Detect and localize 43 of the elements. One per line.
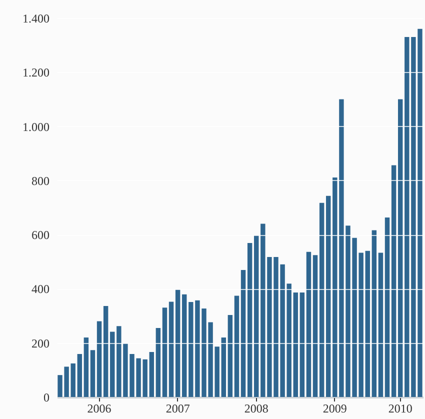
y-tick-label: 0 (44, 390, 50, 404)
bar (156, 328, 161, 397)
bar (372, 230, 377, 397)
bar (306, 252, 312, 397)
bar (300, 292, 305, 397)
y-tick-label: 600 (32, 228, 50, 242)
x-tick-label: 2007 (166, 402, 190, 416)
bar (293, 292, 298, 397)
y-tick-label: 200 (32, 336, 50, 350)
bar (312, 255, 318, 397)
bar (162, 308, 168, 397)
bar (175, 290, 180, 397)
bar (182, 294, 187, 397)
x-tick-label: 2006 (87, 402, 112, 416)
x-tick-label: 2009 (322, 402, 347, 416)
bar (221, 337, 226, 397)
x-tick-label: 2010 (388, 402, 412, 416)
bar (149, 352, 154, 397)
bar (77, 354, 82, 397)
y-tick-label: 800 (32, 174, 50, 188)
bar (110, 332, 115, 397)
bar (319, 202, 324, 397)
y-tick-label: 1.400 (22, 12, 50, 26)
bar (84, 337, 89, 397)
bar (326, 196, 331, 397)
bar (90, 350, 96, 397)
bar (240, 270, 246, 397)
y-tick-label: 1.200 (22, 66, 50, 80)
bar (384, 218, 390, 397)
bar (96, 321, 102, 397)
bar (365, 250, 370, 397)
bar (168, 302, 174, 397)
bar (247, 242, 252, 397)
bar (398, 99, 403, 397)
bar (228, 314, 233, 397)
bar (378, 252, 384, 397)
x-tick-label: 2008 (244, 402, 268, 416)
bar (254, 235, 259, 397)
bar (103, 306, 108, 397)
y-tick-label: 1.000 (22, 120, 50, 134)
bar (234, 296, 240, 397)
bar (391, 165, 396, 397)
y-tick-label: 400 (32, 282, 50, 296)
